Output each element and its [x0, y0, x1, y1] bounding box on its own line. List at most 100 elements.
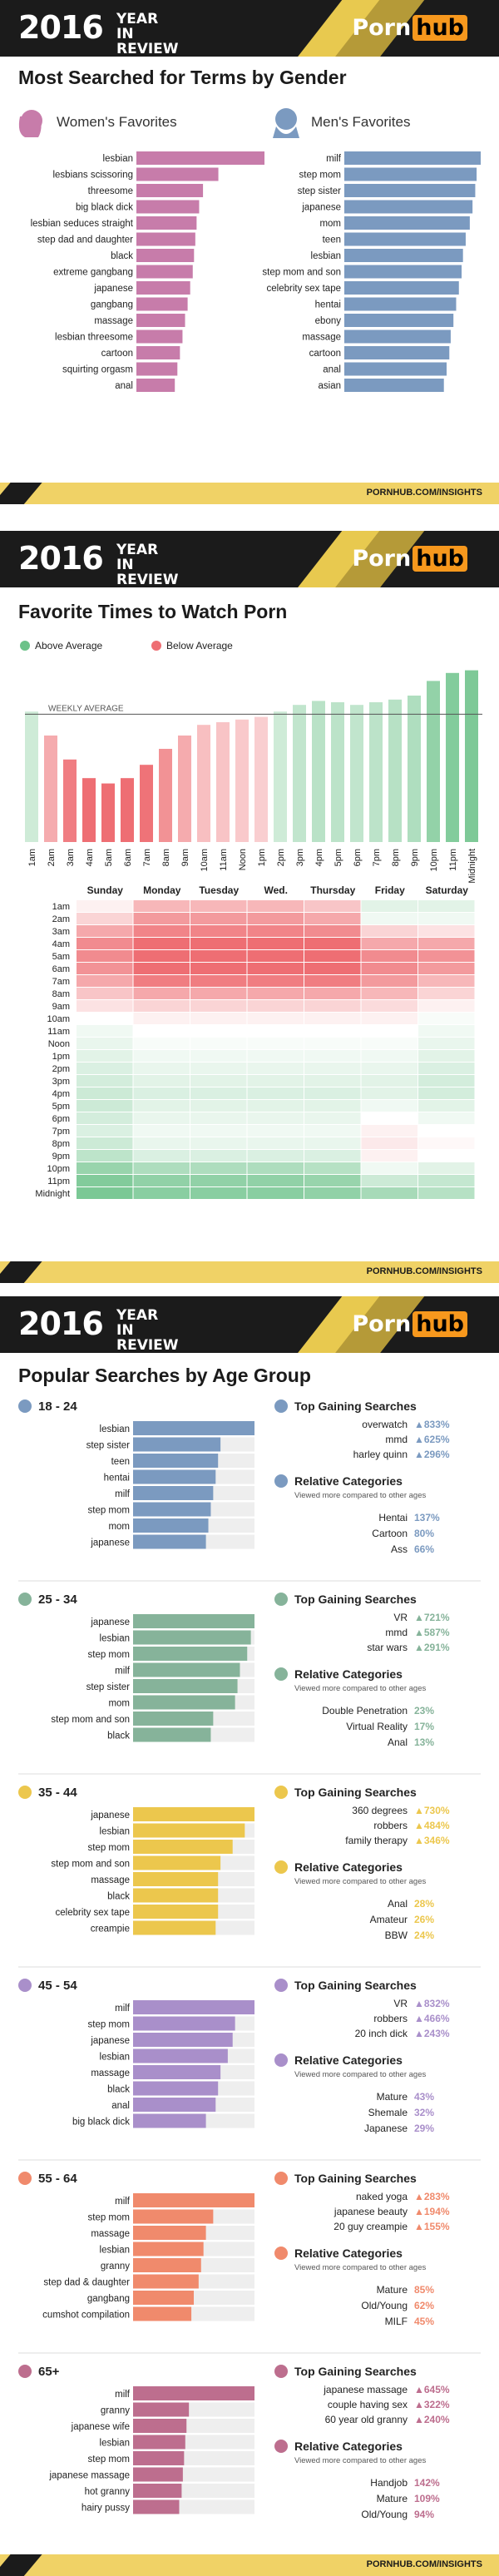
heatmap-row-label: 11am [47, 1027, 70, 1037]
heatmap-cell [190, 913, 247, 924]
heatmap-column-label: Monday [143, 884, 181, 896]
hour-tick-label: 5am [104, 849, 114, 866]
heatmap-column-label: Sunday [87, 884, 124, 896]
heatmap-cell [304, 950, 361, 962]
heatmap-cell [247, 963, 304, 974]
relative-category-term: Mature [377, 2091, 408, 2103]
footer-url[interactable]: PORNHUB.COM/INSIGHTS [366, 488, 482, 498]
heatmap-cell [190, 938, 247, 949]
hour-tick-label: Noon [238, 849, 248, 870]
relative-category-value: 85% [414, 2284, 434, 2296]
heatmap-cell [361, 1175, 417, 1186]
heatmap-cell [304, 1025, 361, 1037]
heatmap-cell [304, 1162, 361, 1174]
heatmap-cell [77, 1063, 133, 1074]
age-bar-label: step mom [88, 1506, 131, 1516]
relative-category-term: Japanese [364, 2123, 408, 2134]
women-bar [136, 184, 204, 197]
age-bar-label: mom [108, 1522, 130, 1532]
heatmap-cell [247, 1175, 304, 1186]
heatmap-cell [190, 925, 247, 937]
footer-url[interactable]: PORNHUB.COM/INSIGHTS [366, 1266, 482, 1276]
top-gaining-term: japanese beauty [333, 2206, 408, 2217]
relative-category-term: Old/Young [361, 2300, 408, 2311]
heatmap-cell [361, 963, 417, 974]
heatmap-row-label: 7pm [52, 1127, 70, 1137]
age-bar-label: massage [91, 2229, 130, 2239]
top-gaining-term: mmd [385, 1434, 408, 1445]
heatmap-cell [418, 925, 475, 937]
women-tick-label: lesbian seduces straight [31, 219, 134, 229]
relative-category-term: Anal [388, 1736, 408, 1748]
age-group-dot [274, 1474, 288, 1488]
heatmap-row-label: 6am [52, 964, 70, 974]
top-gaining-value: ▲645% [414, 2384, 450, 2395]
heatmap-cell [304, 913, 361, 924]
age-group-dot [274, 1860, 288, 1874]
heatmap-cell [190, 1063, 247, 1074]
age-bar-label: gangbang [87, 2294, 130, 2304]
age-bar-label: step mom [88, 2455, 131, 2465]
age-bar-label: milf [115, 2004, 131, 2014]
heatmap-cell [418, 1100, 475, 1112]
relative-category-term: Cartoon [372, 1528, 408, 1539]
age-bar [133, 2258, 201, 2272]
heatmap-cell [247, 975, 304, 987]
heatmap-cell [77, 1025, 133, 1037]
men-tick-label: milf [326, 154, 342, 164]
heatmap-cell [361, 1150, 417, 1162]
heatmap-cell [361, 1187, 417, 1199]
women-bar [136, 249, 195, 262]
hour-bar [63, 759, 77, 842]
hour-bar [331, 702, 344, 842]
age-group-name: 55 - 64 [38, 2172, 77, 2186]
relative-category-value: 13% [414, 1736, 434, 1748]
heatmap-row-label: 8pm [52, 1139, 70, 1149]
men-tick-label: celebrity sex tape [267, 284, 342, 294]
gender-chart: Women's Favorites Men's Favorites lesbian l… [18, 108, 481, 392]
relative-categories-sub: Viewed more compared to other ages [294, 2070, 426, 2079]
age-bar [133, 1872, 219, 1886]
heatmap-cell [361, 1050, 417, 1062]
heatmap-cell [77, 900, 133, 912]
heatmap-cell [247, 925, 304, 937]
footer-url[interactable]: PORNHUB.COM/INSIGHTS [366, 2559, 482, 2569]
relative-category-value: 28% [414, 1898, 434, 1910]
age-bar-label: lesbian [100, 2053, 130, 2063]
age-bar-label: japanese [90, 1617, 130, 1627]
age-group-name: 45 - 54 [38, 1979, 77, 1993]
heatmap-cell [418, 1050, 475, 1062]
heatmap-cell [304, 988, 361, 999]
man-head [275, 108, 297, 130]
women-tick-label: anal [115, 381, 133, 391]
heatmap-cell [77, 975, 133, 987]
heatmap-cell [418, 1038, 475, 1049]
heatmap-cell [361, 1087, 417, 1099]
heatmap-cell [361, 1137, 417, 1149]
year-in-review-text: YEAR IN REVIEW [116, 11, 179, 57]
heatmap-cell [77, 925, 133, 937]
heatmap-cell [418, 1000, 475, 1012]
men-tick-label: japanese [301, 203, 341, 213]
age-chart: 18 - 24 lesbian step sister teen hentai milf s… [18, 1399, 481, 2520]
heatmap-cell [247, 1112, 304, 1124]
age-bar-label: japanese [90, 2036, 130, 2046]
age-bar-label: hairy pussy [82, 2504, 130, 2514]
heatmap-cell [133, 1100, 190, 1112]
relative-category-value: 24% [414, 1930, 434, 1941]
header-1: 2016 YEAR IN REVIEW Porn hub [0, 0, 499, 57]
hour-tick-label: 5pm [333, 849, 343, 866]
men-bar [344, 314, 454, 327]
header-3: 2016 YEAR IN REVIEW Porn hub [0, 1296, 499, 1353]
age-bar-label: teen [111, 1457, 130, 1467]
hour-bar [216, 722, 230, 842]
heatmap-cell [304, 1013, 361, 1024]
heatmap-cell [304, 1063, 361, 1074]
heatmap-cell [190, 1112, 247, 1124]
heatmap-row-label: 1pm [52, 1052, 70, 1062]
top-gaining-value: ▲240% [414, 2414, 450, 2425]
heatmap-cell [418, 1150, 475, 1162]
heatmap-column-label: Wed. [264, 884, 288, 896]
heatmap-cell [133, 1038, 190, 1049]
age-bar-label: japanese wife [71, 2422, 130, 2432]
